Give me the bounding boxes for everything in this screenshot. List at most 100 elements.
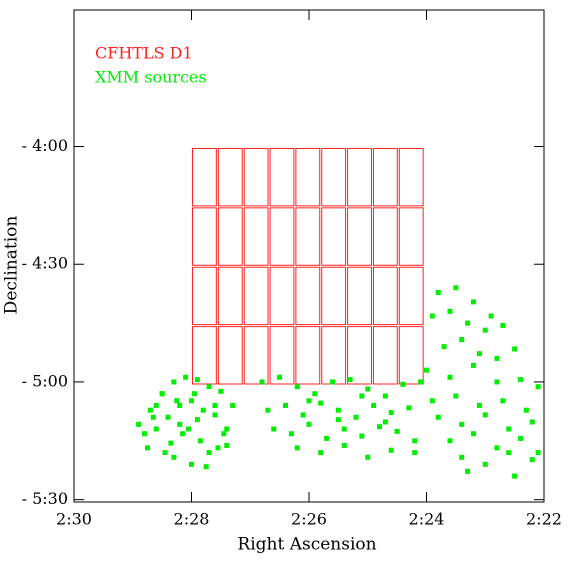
- point: [341, 426, 347, 432]
- field-tile: [269, 147, 295, 207]
- point: [459, 421, 465, 427]
- y-tick-label: - 5:00: [22, 371, 68, 390]
- point: [476, 402, 482, 408]
- point: [506, 450, 512, 456]
- point: [194, 377, 200, 383]
- point: [212, 402, 218, 408]
- point: [288, 431, 294, 437]
- point: [382, 393, 388, 399]
- point: [142, 431, 147, 437]
- point: [174, 398, 180, 404]
- point: [447, 438, 453, 444]
- y-tick-label: - 4:00: [22, 136, 68, 155]
- point: [400, 381, 406, 387]
- point: [359, 393, 365, 399]
- point: [471, 362, 476, 368]
- point: [312, 391, 318, 397]
- point: [136, 421, 142, 427]
- y-tick-label: - 5:30: [22, 489, 68, 508]
- point: [482, 412, 488, 418]
- point: [203, 464, 209, 470]
- point: [189, 398, 194, 404]
- point: [168, 440, 174, 446]
- point: [306, 421, 312, 427]
- x-axis-label: Right Ascension: [237, 535, 376, 555]
- point: [494, 445, 500, 451]
- point: [523, 407, 529, 413]
- point: [171, 379, 177, 385]
- point: [453, 393, 459, 399]
- field-tile: [372, 266, 398, 326]
- point: [224, 426, 230, 432]
- field-tile: [295, 266, 321, 326]
- point: [259, 379, 265, 385]
- field-tile: [192, 266, 217, 326]
- x-tick-label: 2:22: [526, 510, 562, 529]
- point: [335, 407, 341, 413]
- point: [212, 412, 218, 418]
- point: [183, 374, 189, 380]
- point: [459, 337, 465, 343]
- point: [330, 379, 335, 385]
- field-tile: [217, 147, 243, 207]
- point: [144, 445, 150, 451]
- y-axis-label: Declination: [2, 216, 22, 315]
- point: [535, 450, 541, 456]
- field-tile: [295, 326, 321, 385]
- field-tile: [372, 326, 398, 385]
- point: [215, 445, 221, 451]
- point: [476, 351, 482, 357]
- point: [412, 438, 418, 444]
- point: [191, 391, 197, 397]
- point: [189, 461, 194, 467]
- field-tile: [192, 326, 217, 385]
- field-tile: [217, 207, 243, 266]
- point: [406, 405, 412, 411]
- point: [500, 322, 506, 328]
- point: [200, 407, 206, 413]
- point: [429, 398, 435, 404]
- point: [447, 308, 453, 314]
- field-tile: [217, 326, 243, 385]
- point: [224, 443, 230, 449]
- point: [471, 431, 476, 437]
- point: [377, 424, 382, 430]
- point: [453, 285, 459, 291]
- point: [265, 407, 271, 413]
- point: [171, 454, 177, 460]
- point: [418, 379, 424, 385]
- point: [459, 454, 465, 460]
- point: [494, 355, 500, 361]
- point: [529, 419, 535, 425]
- point: [488, 313, 494, 319]
- point: [482, 327, 488, 333]
- field-tile: [398, 207, 424, 266]
- point: [197, 438, 203, 444]
- field-tile: [372, 207, 398, 266]
- point: [500, 398, 506, 404]
- point: [535, 384, 541, 390]
- point: [147, 407, 153, 413]
- field-tile: [269, 326, 295, 385]
- point: [435, 414, 441, 420]
- point: [359, 433, 365, 439]
- point: [194, 417, 200, 423]
- point: [518, 377, 523, 383]
- point: [347, 377, 353, 383]
- point: [353, 414, 359, 420]
- point: [529, 457, 535, 463]
- point: [512, 346, 518, 352]
- point: [365, 454, 371, 460]
- point: [429, 313, 435, 319]
- point: [206, 450, 212, 456]
- point: [412, 450, 418, 456]
- point: [283, 402, 288, 408]
- point: [177, 402, 183, 408]
- point: [153, 402, 159, 408]
- point: [506, 426, 512, 432]
- point: [388, 447, 394, 453]
- point: [165, 414, 171, 420]
- field-tile: [347, 326, 372, 385]
- field-tile: [269, 266, 295, 326]
